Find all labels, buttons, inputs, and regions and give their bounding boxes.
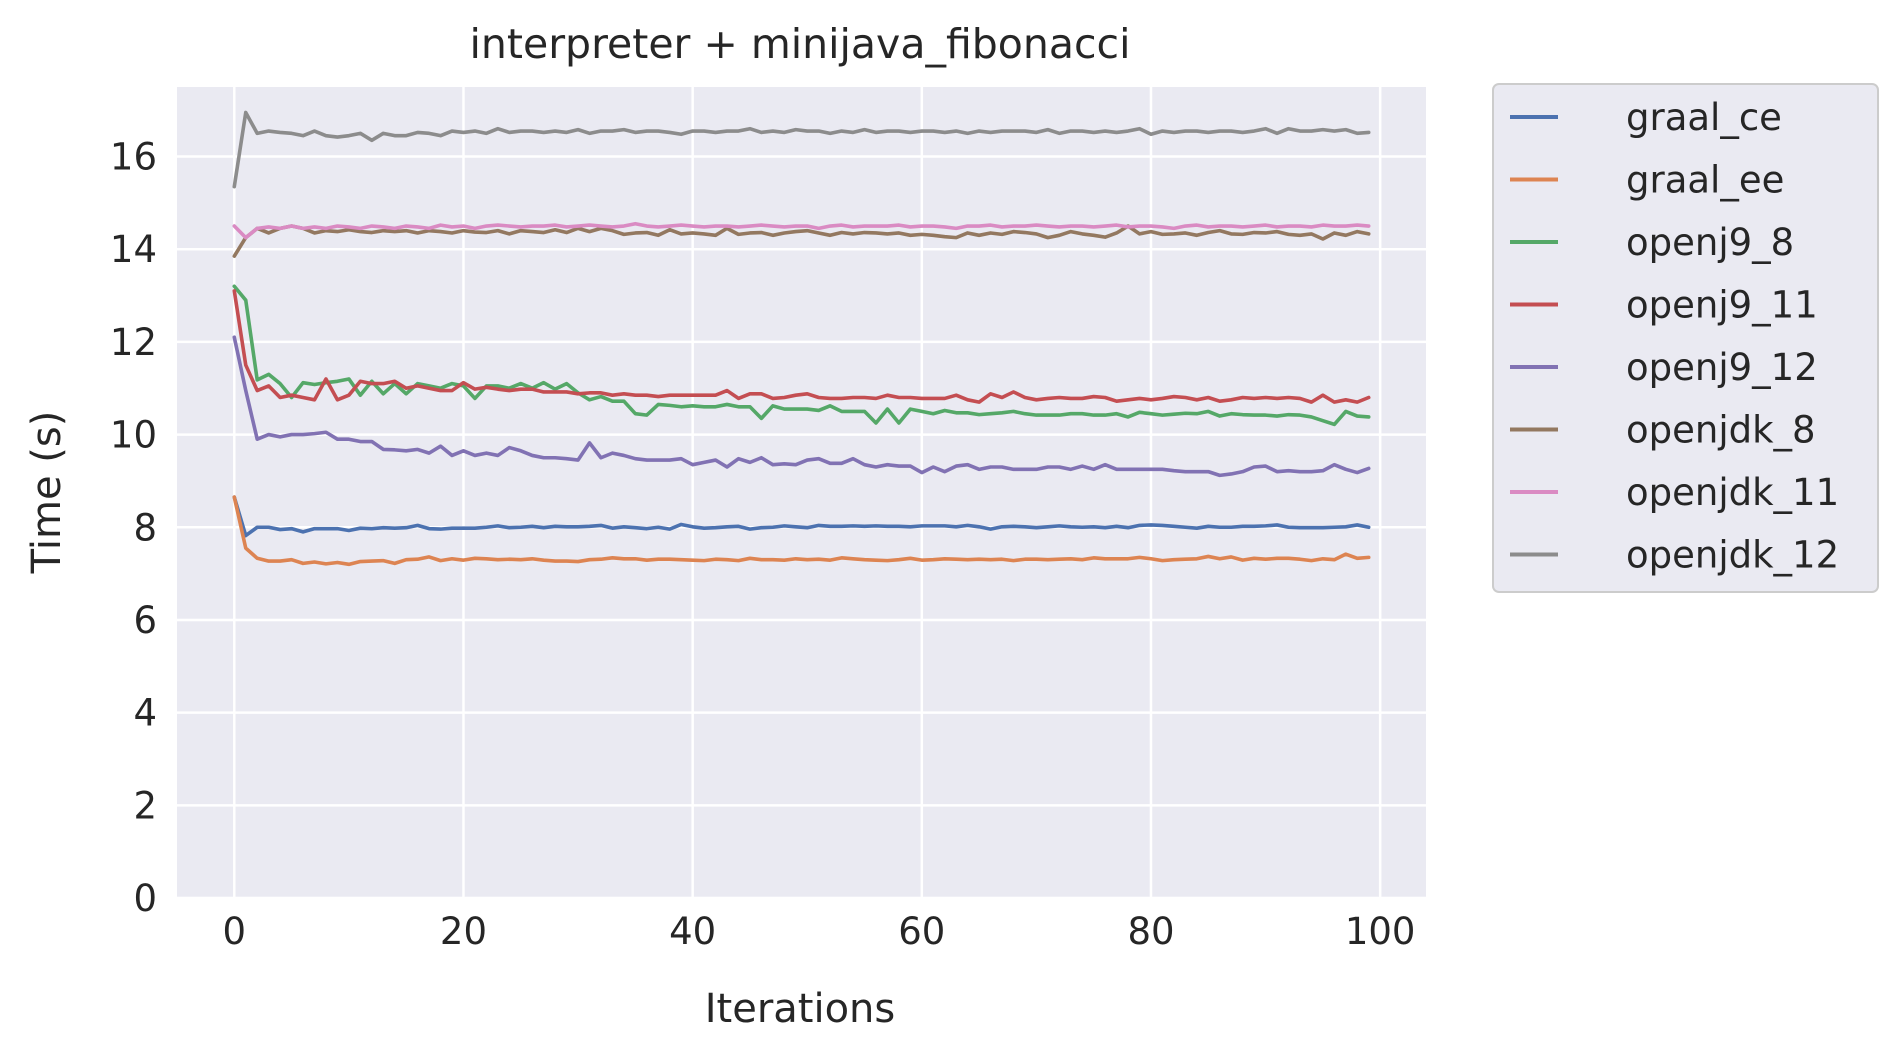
legend-label-openj9_12: openj9_12 bbox=[1626, 346, 1818, 389]
legend-box bbox=[1492, 83, 1879, 593]
y-tick-label: 8 bbox=[133, 506, 157, 549]
legend-items: graal_ce graal_ee openj9_8 openj9_11 openj9_… bbox=[1510, 96, 1839, 577]
y-tick-label: 6 bbox=[133, 599, 157, 642]
plot-background bbox=[177, 87, 1426, 898]
series-line-openj9_11 bbox=[232, 289, 1371, 404]
y-tick-label: 0 bbox=[133, 877, 157, 920]
x-tick-label: 60 bbox=[898, 910, 945, 953]
legend: graal_ce graal_ee openj9_8 openj9_11 openj9_… bbox=[1492, 83, 1879, 593]
chart-title: interpreter + minijava_fibonacci bbox=[470, 20, 1131, 68]
y-tick-label: 16 bbox=[110, 136, 157, 179]
series-line-graal_ce bbox=[232, 495, 1371, 538]
series-line-graal_ee bbox=[232, 495, 1371, 567]
x-tick-labels: 0 20 40 60 80 100 bbox=[223, 910, 1416, 953]
x-tick-label: 0 bbox=[223, 910, 247, 953]
series-line-openjdk_8 bbox=[232, 224, 1371, 258]
legend-label-openj9_8: openj9_8 bbox=[1626, 221, 1794, 264]
y-tick-label: 12 bbox=[110, 321, 157, 364]
x-tick-label: 20 bbox=[440, 910, 487, 953]
y-tick-label: 4 bbox=[133, 692, 157, 735]
x-tick-label: 40 bbox=[669, 910, 716, 953]
legend-label-openjdk_12: openjdk_12 bbox=[1626, 534, 1839, 577]
series-line-openjdk_11 bbox=[232, 221, 1371, 240]
x-tick-label: 100 bbox=[1345, 910, 1416, 953]
series-line-openjdk_12 bbox=[232, 110, 1371, 189]
y-tick-label: 14 bbox=[110, 228, 157, 271]
y-axis-title: Time (s) bbox=[24, 411, 70, 575]
series-line-openj9_8 bbox=[232, 284, 1371, 427]
legend-label-openj9_11: openj9_11 bbox=[1626, 284, 1818, 327]
legend-label-graal_ce: graal_ce bbox=[1626, 96, 1782, 139]
legend-label-openjdk_11: openjdk_11 bbox=[1626, 471, 1839, 514]
series-line-openj9_12 bbox=[232, 335, 1371, 478]
legend-label-graal_ee: graal_ee bbox=[1626, 159, 1784, 202]
y-tick-label: 2 bbox=[133, 784, 157, 827]
series-lines bbox=[232, 110, 1371, 567]
legend-label-openjdk_8: openjdk_8 bbox=[1626, 409, 1816, 452]
y-tick-labels: 0 2 4 6 8 10 12 14 16 bbox=[110, 136, 157, 920]
x-tick-label: 80 bbox=[1127, 910, 1174, 953]
x-axis-title: Iterations bbox=[705, 986, 896, 1032]
y-tick-label: 10 bbox=[110, 414, 157, 457]
